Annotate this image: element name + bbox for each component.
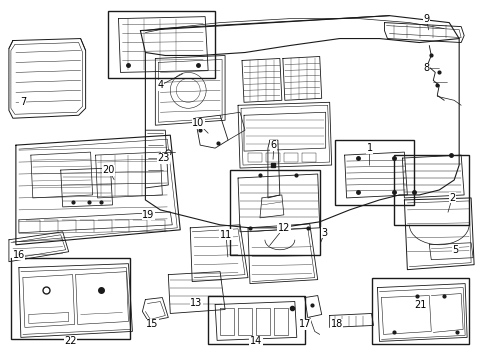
Text: 19: 19 bbox=[142, 210, 154, 220]
Text: 10: 10 bbox=[192, 118, 204, 128]
Text: 4: 4 bbox=[157, 80, 163, 90]
Text: 7: 7 bbox=[20, 97, 26, 107]
Text: 8: 8 bbox=[423, 63, 428, 73]
Text: 3: 3 bbox=[321, 228, 327, 238]
Text: 1: 1 bbox=[366, 143, 372, 153]
Bar bbox=[229, 170, 319, 255]
Bar bbox=[11, 258, 130, 339]
Text: 2: 2 bbox=[448, 193, 454, 203]
Text: 20: 20 bbox=[102, 165, 115, 175]
Text: 12: 12 bbox=[277, 223, 289, 233]
Text: 11: 11 bbox=[220, 230, 232, 240]
Bar bbox=[394, 155, 468, 225]
Text: 14: 14 bbox=[249, 336, 262, 346]
Bar bbox=[107, 11, 215, 78]
Text: 22: 22 bbox=[64, 336, 77, 346]
Text: 15: 15 bbox=[146, 319, 158, 329]
Text: 9: 9 bbox=[423, 14, 428, 24]
Bar bbox=[334, 140, 413, 205]
Bar bbox=[371, 278, 468, 345]
Text: 21: 21 bbox=[413, 300, 426, 310]
Text: 5: 5 bbox=[451, 245, 457, 255]
Text: 23: 23 bbox=[157, 153, 169, 163]
Bar bbox=[208, 296, 304, 345]
Text: 17: 17 bbox=[298, 319, 310, 329]
Text: 13: 13 bbox=[190, 297, 202, 307]
Text: 16: 16 bbox=[13, 250, 25, 260]
Text: 18: 18 bbox=[330, 319, 342, 329]
Text: 6: 6 bbox=[270, 140, 276, 150]
